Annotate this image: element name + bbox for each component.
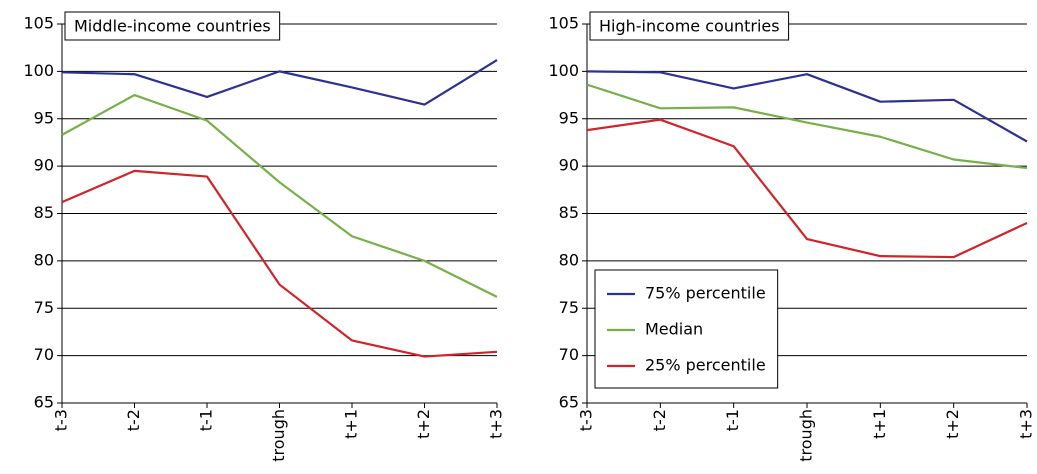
series-line: [586, 70, 1028, 143]
x-tick-label: t-2: [124, 409, 143, 431]
y-tick-label: 105: [548, 14, 579, 33]
y-tick-label: 105: [23, 14, 54, 33]
y-tick-label: 100: [23, 61, 54, 80]
legend-label: 75% percentile: [645, 284, 766, 303]
series-line: [586, 83, 1028, 170]
series-line: [61, 93, 498, 298]
y-tick-label: 90: [34, 156, 54, 175]
x-tick-label: t+2: [414, 409, 433, 439]
x-tick-label: t+1: [870, 409, 889, 439]
y-tick-label: 70: [559, 345, 579, 364]
x-tick-label: t-2: [650, 409, 669, 431]
y-tick-label: 75: [559, 298, 579, 317]
title-box: [589, 11, 790, 41]
x-tick-label: t+3: [487, 409, 506, 439]
y-tick-label: 95: [559, 108, 579, 127]
y-tick-label: 90: [559, 156, 579, 175]
chart-title: Middle-income countries: [74, 17, 271, 36]
y-tick-label: 75: [34, 298, 54, 317]
y-tick-label: 85: [34, 203, 54, 222]
x-tick-label: t-1: [723, 409, 742, 431]
y-tick-label: 80: [559, 250, 579, 269]
x-tick-label: t-1: [197, 409, 216, 431]
x-tick-label: t+1: [342, 409, 361, 439]
y-tick-label: 85: [559, 203, 579, 222]
x-tick-label: t-3: [577, 409, 596, 431]
y-tick-label: 70: [34, 345, 54, 364]
y-tick-label: 100: [548, 61, 579, 80]
legend-label: 25% percentile: [645, 356, 766, 375]
x-tick-label: t+2: [943, 409, 962, 439]
chart-title: High-income countries: [599, 17, 780, 36]
x-tick-label: trough: [797, 409, 816, 462]
series-line: [586, 118, 1028, 259]
y-tick-label: 80: [34, 250, 54, 269]
series-line: [61, 169, 498, 358]
y-tick-label: 65: [34, 393, 54, 412]
series-line: [61, 59, 498, 106]
y-tick-label: 65: [559, 393, 579, 412]
x-tick-label: t+3: [1017, 409, 1036, 439]
legend-label: Median: [645, 320, 703, 339]
y-tick-label: 95: [34, 108, 54, 127]
title-box: [64, 11, 281, 41]
x-tick-label: t-3: [52, 409, 71, 431]
x-tick-label: trough: [269, 409, 288, 462]
